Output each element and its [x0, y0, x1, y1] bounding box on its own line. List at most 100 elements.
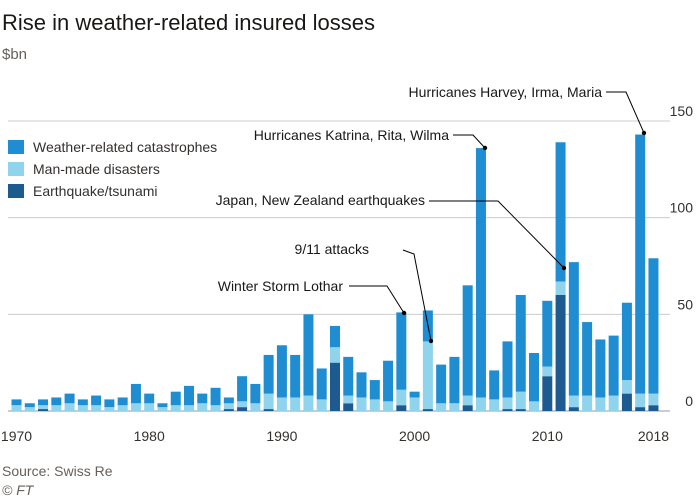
legend-item-manmade: Man-made disasters — [8, 158, 217, 180]
bar-manmade-2015 — [608, 395, 619, 411]
bar-weather-2000 — [409, 391, 420, 398]
bar-weather-1987 — [237, 376, 248, 402]
legend-item-quake: Earthquake/tsunami — [8, 180, 217, 202]
x-tick-label-1970: 1970 — [1, 428, 32, 444]
bar-manmade-2001 — [422, 341, 433, 410]
annotation-label-2001: 9/11 attacks — [295, 241, 369, 257]
bar-manmade-1988 — [250, 403, 261, 411]
bar-manmade-1973 — [51, 405, 62, 411]
chart-subtitle: $bn — [2, 46, 28, 63]
bar-weather-1995 — [343, 356, 354, 396]
bar-quake-1972 — [38, 409, 49, 411]
legend-swatch-quake — [8, 184, 24, 198]
bar-manmade-1995 — [343, 395, 354, 404]
legend-label-weather: Weather-related catastrophes — [33, 139, 218, 155]
annotation-leader-2011 — [429, 200, 565, 269]
annotation-dot-1999 — [401, 310, 407, 316]
bar-manmade-1975 — [77, 405, 88, 411]
y-tick-label-150: 150 — [670, 103, 694, 119]
bar-manmade-1994 — [329, 347, 340, 363]
bar-quake-2004 — [462, 405, 473, 411]
bar-manmade-1980 — [144, 403, 155, 411]
chart: 0 50 100 150 1970 1980 1990 2000 2010 2018 Winte… — [1, 84, 694, 444]
credit-note: © FT — [2, 482, 34, 498]
annotation-label-2005: Hurricanes Katrina, Rita, Wilma — [254, 127, 449, 143]
bar-weather-2018 — [648, 258, 659, 394]
x-tick-label-2010: 2010 — [532, 428, 563, 444]
bar-manmade-1986 — [223, 403, 234, 410]
annotation-label-2017: Hurricanes Harvey, Irma, Maria — [409, 84, 603, 100]
bar-manmade-2008 — [515, 391, 526, 410]
annotations: Winter Storm Lothar 9/11 attacks Japan, Ne… — [216, 84, 647, 344]
bar-manmade-2000 — [409, 397, 420, 411]
bar-weather-1973 — [51, 397, 62, 406]
bar-quake-1999 — [396, 405, 407, 411]
bar-manmade-1971 — [24, 407, 35, 411]
bar-manmade-2014 — [595, 397, 606, 411]
x-tick-label-1980: 1980 — [134, 428, 165, 444]
annotation-dot-2001 — [428, 338, 434, 344]
bar-manmade-2003 — [449, 403, 460, 411]
bar-manmade-1976 — [91, 405, 102, 411]
y-tick-label-100: 100 — [670, 200, 694, 216]
y-axis-labels: 0 50 100 150 — [670, 103, 694, 409]
x-tick-label-2018: 2018 — [638, 428, 669, 444]
bar-weather-2010 — [542, 300, 553, 367]
bar-manmade-1974 — [64, 403, 75, 411]
bar-weather-2014 — [595, 339, 606, 398]
bar-manmade-1989 — [263, 393, 274, 410]
bar-weather-1983 — [184, 385, 195, 406]
bar-quake-2008 — [515, 409, 526, 411]
bar-weather-1993 — [316, 368, 327, 400]
bar-weather-1984 — [197, 393, 208, 404]
bar-quake-2007 — [502, 409, 513, 411]
bar-weather-1997 — [369, 380, 380, 400]
bar-quake-2016 — [621, 393, 632, 411]
bar-quake-2001 — [422, 409, 433, 411]
bar-weather-1996 — [356, 372, 367, 398]
bar-weather-2003 — [449, 356, 460, 404]
bar-weather-1985 — [210, 387, 221, 406]
bar-manmade-2018 — [648, 393, 659, 406]
bar-manmade-1979 — [130, 403, 141, 411]
bar-quake-2018 — [648, 405, 659, 411]
bar-manmade-1981 — [157, 407, 168, 411]
bar-quake-1994 — [329, 362, 340, 411]
legend-label-quake: Earthquake/tsunami — [33, 183, 158, 199]
legend-swatch-manmade — [8, 162, 24, 176]
bar-weather-1980 — [144, 393, 155, 404]
bar-weather-1998 — [383, 360, 394, 402]
bar-weather-2006 — [489, 370, 500, 400]
bar-weather-2015 — [608, 335, 619, 396]
bar-weather-1988 — [250, 383, 261, 404]
chart-title: Rise in weather-related insured losses — [2, 10, 375, 35]
bar-weather-1975 — [77, 399, 88, 406]
bar-weather-1977 — [104, 399, 115, 408]
x-tick-label-1990: 1990 — [266, 428, 297, 444]
bar-manmade-1990 — [276, 397, 287, 411]
bar-weather-1981 — [157, 403, 168, 408]
legend-swatch-weather — [8, 140, 24, 154]
bar-weather-1982 — [170, 391, 181, 406]
bar-manmade-2009 — [529, 401, 540, 411]
bar-weather-1976 — [91, 395, 102, 406]
annotation-leader-1999 — [349, 285, 405, 314]
bar-manmade-2007 — [502, 397, 513, 410]
bar-manmade-1998 — [383, 401, 394, 411]
bar-quake-1986 — [223, 409, 234, 411]
bar-manmade-2016 — [621, 380, 632, 394]
annotation-label-1999: Winter Storm Lothar — [218, 278, 344, 294]
bar-quake-1995 — [343, 403, 354, 411]
bar-weather-2008 — [515, 295, 526, 392]
bar-manmade-1996 — [356, 397, 367, 411]
bar-weather-2016 — [621, 302, 632, 381]
bar-weather-1970 — [11, 399, 22, 406]
bar-weather-2002 — [436, 364, 447, 404]
annotation-leader-2005 — [453, 134, 486, 149]
bar-manmade-1970 — [11, 405, 22, 411]
bar-weather-1978 — [117, 397, 128, 406]
bar-manmade-1982 — [170, 405, 181, 411]
bar-manmade-1978 — [117, 405, 128, 411]
bar-weather-1989 — [263, 354, 274, 394]
annotation-dot-2011 — [561, 265, 567, 271]
